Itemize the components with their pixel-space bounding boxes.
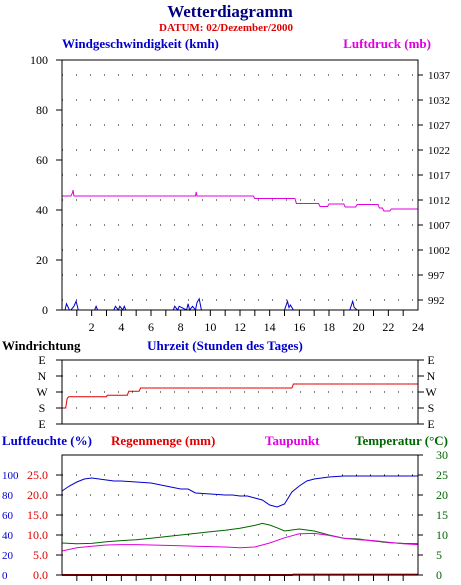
humidity-rain-frame <box>61 454 419 576</box>
hour-tick-label: 14 <box>264 320 276 334</box>
rain-tick-label: 5.0 <box>33 548 48 562</box>
pressure-tick-label: 1012 <box>428 195 450 207</box>
temperature-axis-label: Temperatur (°C) <box>355 433 448 448</box>
temperature-tick-label: 30 <box>436 448 448 462</box>
frame-layer <box>61 59 419 576</box>
chart-title: Wetterdiagramm <box>167 2 293 21</box>
hour-tick-label: 4 <box>118 320 124 334</box>
wind-tick-label: 0 <box>42 303 48 317</box>
pressure-line <box>62 189 418 212</box>
wind-tick-label: 100 <box>30 53 48 67</box>
hour-tick-label: 12 <box>234 320 246 334</box>
temperature-tick-label: 15 <box>436 508 448 522</box>
direction-tick-label: E <box>38 353 45 367</box>
hour-tick-label: 10 <box>204 320 216 334</box>
dewpoint-label: Taupunkt <box>265 433 320 448</box>
direction-tick-label: N <box>427 369 436 383</box>
hour-tick-label: 16 <box>293 320 305 334</box>
tick-layer: 0204060801009929971002100710121017102210… <box>2 53 451 582</box>
time-axis-label: Uhrzeit (Stunden des Tages) <box>147 338 303 353</box>
temperature-tick-label: 0 <box>436 568 442 582</box>
temperature-tick-label: 25 <box>436 468 448 482</box>
dewpoint-line <box>61 532 419 552</box>
wind-direction-title: Windrichtung <box>2 338 81 353</box>
wind-direction-line <box>62 383 418 409</box>
humidity-tick-label: 0 <box>2 570 8 582</box>
temperature-tick-label: 5 <box>436 548 442 562</box>
direction-tick-label: W <box>425 385 437 399</box>
direction-tick-label: N <box>38 369 47 383</box>
series-layer <box>61 189 419 576</box>
direction-tick-label: E <box>427 353 434 367</box>
humidity-tick-label: 20 <box>2 550 14 562</box>
hour-tick-label: 20 <box>353 320 365 334</box>
pressure-tick-label: 992 <box>428 295 445 307</box>
direction-tick-label: S <box>39 401 46 415</box>
temperature-tick-label: 10 <box>436 528 448 542</box>
hour-tick-label: 2 <box>89 320 95 334</box>
hour-tick-label: 24 <box>412 320 424 334</box>
wind-direction-frame <box>61 359 419 425</box>
wind-tick-label: 80 <box>36 103 48 117</box>
humidity-axis-label: Luftfeuchte (%) <box>2 433 92 448</box>
humidity-tick-label: 40 <box>2 530 14 542</box>
rain-tick-label: 20.0 <box>27 488 48 502</box>
direction-tick-label: E <box>38 417 45 431</box>
pressure-tick-label: 1002 <box>428 245 450 257</box>
rain-tick-label: 15.0 <box>27 508 48 522</box>
hour-tick-label: 8 <box>178 320 184 334</box>
pressure-tick-label: 1007 <box>428 220 451 232</box>
temperature-line <box>61 522 419 545</box>
humidity-tick-label: 80 <box>2 490 14 502</box>
rain-tick-label: 25.0 <box>27 468 48 482</box>
hour-tick-label: 18 <box>323 320 335 334</box>
pressure-tick-label: 1037 <box>428 70 451 82</box>
pressure-tick-label: 1027 <box>428 120 451 132</box>
chart-date-label: DATUM: 02/Dezember/2000 <box>159 22 293 34</box>
pressure-tick-label: 1032 <box>428 95 450 107</box>
hour-tick-label: 6 <box>148 320 154 334</box>
rain-tick-label: 10.0 <box>27 528 48 542</box>
humidity-tick-label: 100 <box>2 470 19 482</box>
wind-speed-axis-label: Windgeschwindigkeit (kmh) <box>62 36 219 51</box>
rain-tick-label: 0.0 <box>33 568 48 582</box>
pressure-axis-label: Luftdruck (mb) <box>343 36 431 51</box>
rain-axis-label: Regenmenge (mm) <box>111 433 215 448</box>
wind-pressure-frame <box>61 59 419 311</box>
direction-tick-label: W <box>36 385 48 399</box>
direction-tick-label: E <box>427 417 434 431</box>
pressure-tick-label: 997 <box>428 270 445 282</box>
humidity-tick-label: 60 <box>2 510 14 522</box>
hour-tick-label: 22 <box>382 320 394 334</box>
humidity-line <box>61 475 418 508</box>
pressure-tick-label: 1022 <box>428 145 450 157</box>
direction-tick-label: S <box>428 401 435 415</box>
wind-tick-label: 40 <box>36 203 48 217</box>
wind-tick-label: 60 <box>36 153 48 167</box>
wind-speed-line <box>62 297 418 312</box>
pressure-tick-label: 1017 <box>428 170 451 182</box>
wind-tick-label: 20 <box>36 253 48 267</box>
temperature-tick-label: 20 <box>436 488 448 502</box>
